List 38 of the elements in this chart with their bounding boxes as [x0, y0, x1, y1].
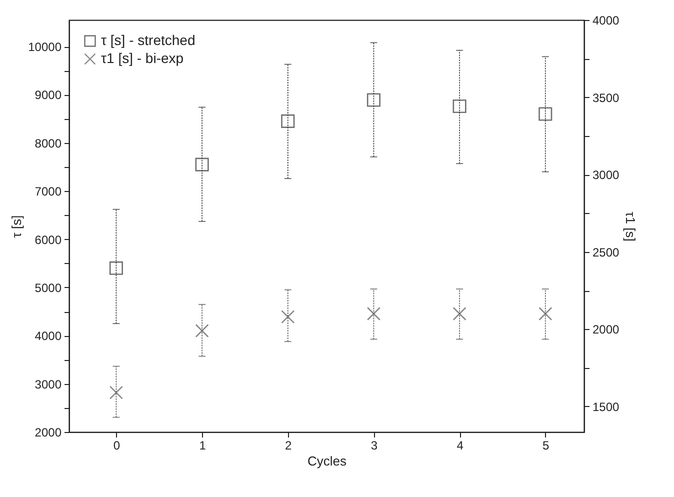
- x-axis-title: Cycles: [307, 454, 347, 468]
- y-tick-label: 3000: [34, 377, 62, 392]
- x-tick-label: 5: [542, 438, 550, 452]
- y-tick-label: 6000: [34, 232, 62, 247]
- point: [538, 107, 552, 121]
- point: [452, 99, 466, 114]
- legend-label: τ1 [s] - bi-exp: [101, 50, 184, 66]
- x-tick-label: 1: [199, 438, 206, 452]
- y2-tick-label: 2500: [592, 245, 620, 260]
- y2-tick-label: 3000: [592, 168, 620, 182]
- point: [366, 93, 380, 107]
- y-tick-label: 10000: [28, 40, 62, 54]
- point: [452, 306, 466, 321]
- y-tick-label: 7000: [34, 184, 62, 199]
- y2-axis-title: τ1 [s]: [623, 212, 638, 242]
- legend-label: τ [s] - stretched: [101, 32, 196, 48]
- y-tick-label: 8000: [34, 136, 62, 150]
- x-tick-label: 4: [456, 438, 464, 452]
- y2-tick-label: 4000: [592, 14, 620, 28]
- point: [195, 324, 209, 338]
- y-axis-title: τ [s]: [9, 215, 24, 238]
- y-tick-label: 5000: [34, 280, 62, 295]
- y2-tick-label: 2000: [592, 322, 620, 337]
- point: [281, 310, 295, 324]
- y-tick-label: 9000: [34, 88, 62, 102]
- y-tick-label: 4000: [34, 329, 62, 344]
- point: [195, 158, 209, 172]
- point: [109, 386, 123, 400]
- point: [281, 114, 295, 128]
- point: [109, 261, 123, 275]
- x-tick-label: 0: [113, 438, 120, 452]
- y-tick-label: 2000: [34, 426, 62, 440]
- x-tick-label: 3: [370, 438, 378, 452]
- point: [538, 306, 552, 321]
- point: [366, 306, 380, 321]
- y2-tick-label: 3500: [592, 90, 620, 105]
- x-tick-label: 2: [285, 438, 292, 452]
- y2-tick-label: 1500: [592, 400, 620, 414]
